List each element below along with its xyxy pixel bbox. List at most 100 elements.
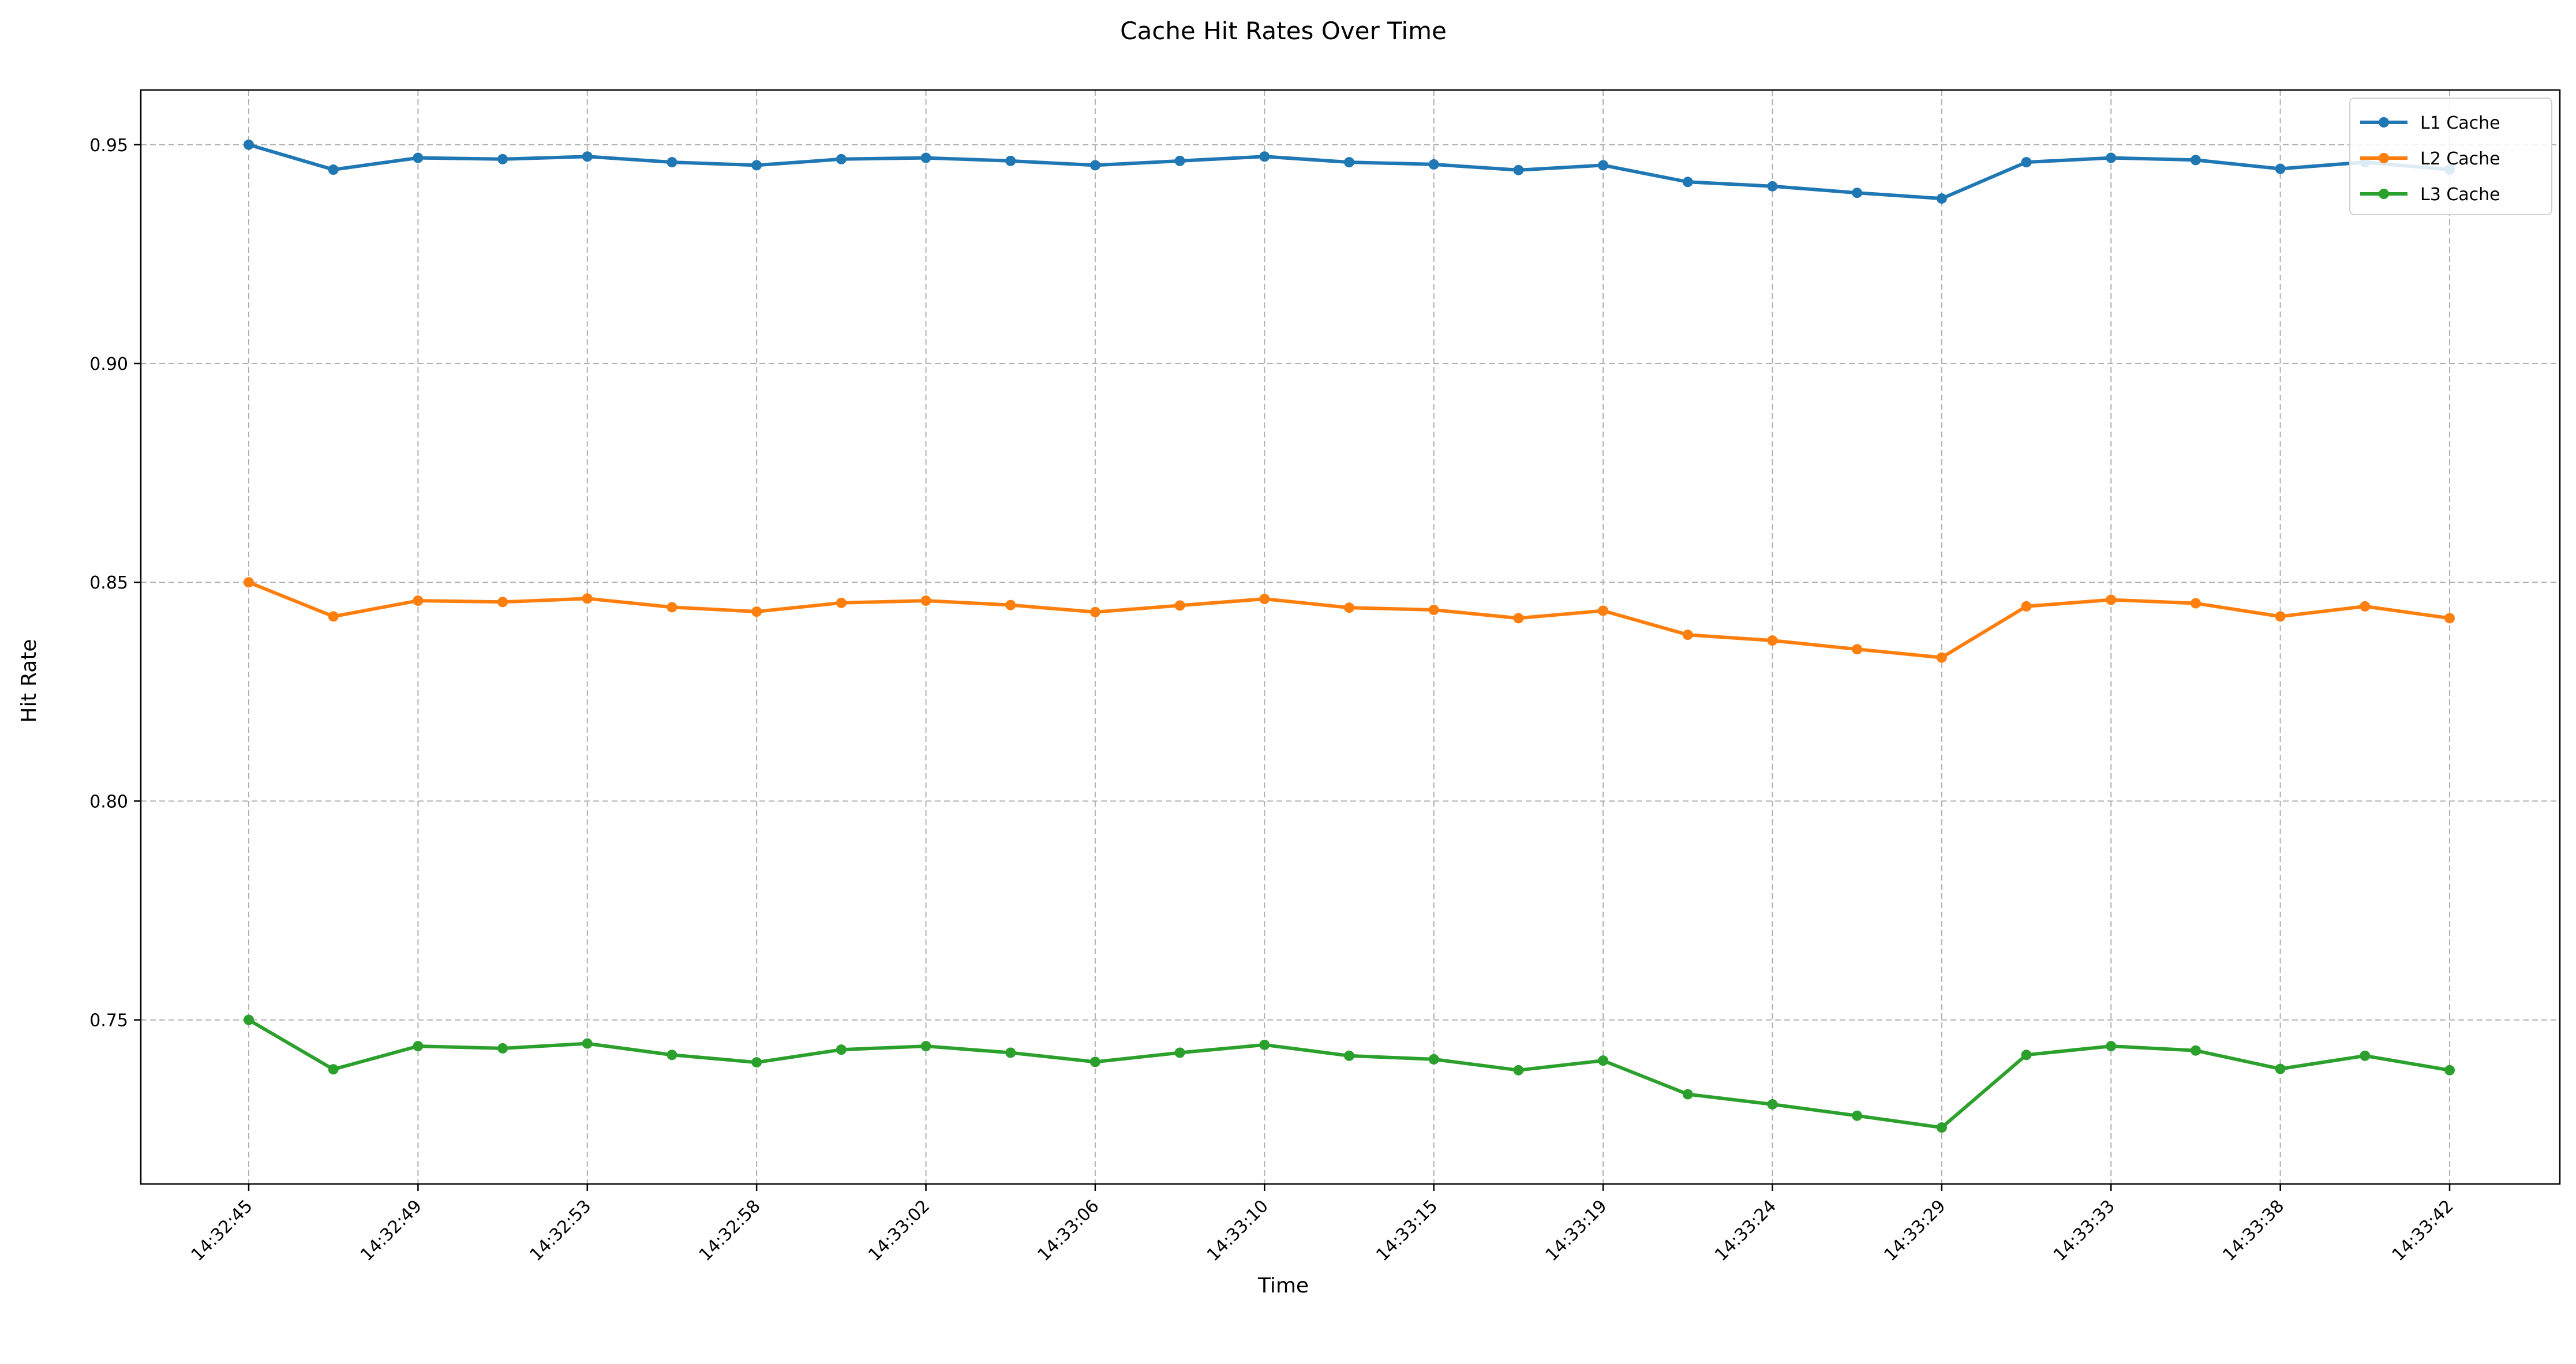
- data-point: [1513, 613, 1524, 624]
- data-point: [2444, 1065, 2455, 1076]
- data-point: [328, 164, 339, 175]
- data-point: [751, 606, 762, 617]
- data-point: [1428, 159, 1439, 170]
- data-point: [1174, 155, 1185, 166]
- data-point: [2275, 163, 2286, 174]
- data-point: [1005, 599, 1016, 610]
- data-point: [1089, 1056, 1100, 1067]
- data-point: [497, 597, 508, 608]
- data-point: [413, 1041, 424, 1052]
- data-point: [244, 577, 254, 588]
- data-point: [1682, 1089, 1693, 1100]
- axes: [140, 89, 2561, 1185]
- data-point: [1089, 606, 1100, 617]
- data-point: [1344, 1050, 1354, 1061]
- data-point: [1344, 157, 1354, 168]
- data-point: [244, 139, 254, 150]
- x-axis-label: Time: [1257, 1274, 1309, 1298]
- data-point: [582, 1038, 593, 1049]
- data-point: [497, 1043, 508, 1054]
- chart-title: Cache Hit Rates Over Time: [1120, 17, 1447, 45]
- data-point: [667, 602, 677, 613]
- data-point: [2190, 598, 2201, 609]
- data-point: [1428, 604, 1439, 615]
- data-point: [667, 1050, 677, 1061]
- data-point: [1005, 155, 1016, 166]
- data-point: [1682, 177, 1693, 188]
- data-point: [2360, 1050, 2371, 1061]
- data-point: [1174, 600, 1185, 611]
- legend-marker: [2379, 189, 2389, 199]
- grid: [141, 90, 2560, 1184]
- data-point: [2275, 1063, 2286, 1074]
- data-point: [1852, 188, 1863, 198]
- legend: L1 Cache L2 Cache L3 Cache: [2349, 98, 2552, 215]
- data-point: [1513, 164, 1524, 175]
- data-point: [1936, 193, 1947, 204]
- y-tick-label: 0.90: [89, 354, 128, 374]
- y-axis-label: Hit Rate: [17, 639, 41, 722]
- y-tick-label: 0.75: [89, 1011, 128, 1031]
- y-axis: 0.75 0.80 0.85 0.90 0.95: [89, 136, 141, 1031]
- data-point: [2021, 1050, 2032, 1061]
- data-point: [413, 152, 424, 163]
- data-point: [1005, 1047, 1016, 1058]
- data-point: [2275, 611, 2286, 622]
- data-point: [413, 595, 424, 606]
- data-point: [1513, 1065, 1524, 1076]
- data-point: [497, 153, 508, 164]
- data-point: [1682, 629, 1693, 640]
- data-point: [1428, 1054, 1439, 1065]
- data-point: [328, 611, 339, 622]
- plot-frame: [140, 89, 2561, 1185]
- data-point: [920, 1041, 931, 1052]
- data-point: [1852, 644, 1863, 655]
- data-point: [582, 593, 593, 604]
- data-point: [244, 1014, 254, 1025]
- data-point: [1767, 635, 1778, 646]
- data-point: [1598, 605, 1609, 616]
- legend-label: L3 Cache: [2420, 185, 2500, 205]
- data-point: [751, 1057, 762, 1068]
- y-tick-label: 0.95: [89, 136, 128, 156]
- data-point: [2021, 601, 2032, 612]
- data-point: [2360, 601, 2371, 612]
- y-tick-label: 0.80: [89, 792, 128, 812]
- data-point: [2106, 594, 2117, 605]
- legend-label: L1 Cache: [2420, 113, 2500, 133]
- data-point: [1598, 1055, 1609, 1066]
- data-point: [920, 152, 931, 163]
- y-tick-label: 0.85: [89, 573, 128, 593]
- legend-marker: [2379, 153, 2389, 163]
- data-point: [1598, 160, 1609, 171]
- data-point: [582, 151, 593, 162]
- legend-marker: [2379, 117, 2389, 128]
- data-point: [836, 597, 847, 608]
- data-point: [1852, 1110, 1863, 1121]
- series-l2-cache: [244, 577, 2455, 663]
- data-point: [751, 160, 762, 171]
- data-point: [2190, 1045, 2201, 1056]
- data-point: [836, 153, 847, 164]
- data-point: [667, 157, 677, 168]
- data-point: [1259, 151, 1270, 162]
- data-point: [2444, 613, 2455, 624]
- data-point: [1259, 594, 1270, 605]
- data-point: [2190, 155, 2201, 166]
- data-point: [920, 595, 931, 606]
- data-point: [1174, 1047, 1185, 1058]
- data-point: [2106, 1041, 2117, 1052]
- data-point: [328, 1064, 339, 1075]
- series-group: [244, 139, 2455, 1133]
- data-point: [1259, 1039, 1270, 1050]
- data-point: [836, 1044, 847, 1055]
- data-point: [2106, 152, 2117, 163]
- data-point: [1936, 652, 1947, 663]
- legend-box: [2349, 98, 2552, 215]
- data-point: [1767, 1099, 1778, 1110]
- data-point: [1089, 160, 1100, 171]
- series-l1-cache: [244, 139, 2455, 204]
- data-point: [2021, 157, 2032, 168]
